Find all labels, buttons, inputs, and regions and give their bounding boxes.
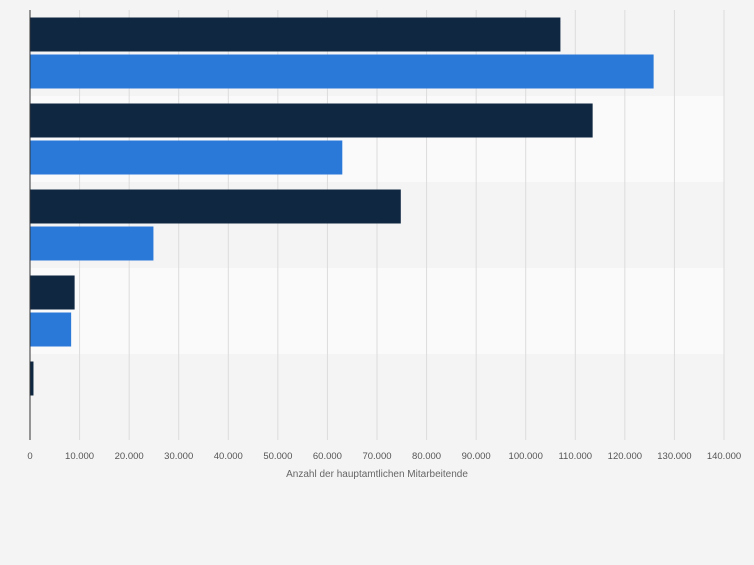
x-tick-label: 50.000 (263, 451, 292, 462)
x-tick-label: 140.000 (707, 451, 741, 462)
x-tick-label: 120.000 (608, 451, 642, 462)
bars (30, 17, 654, 396)
x-tick-label: 90.000 (462, 451, 491, 462)
bar-series-1 (30, 361, 34, 396)
x-tick-labels: 0 10.000 20.000 30.000 40.000 50.000 60.000 70.… (27, 451, 741, 462)
bar-series-2 (30, 140, 343, 175)
x-axis-label: Anzahl der hauptamtlichen Mitarbeitende (286, 469, 468, 480)
bar-series-1 (30, 275, 75, 310)
x-tick-label: 20.000 (115, 451, 144, 462)
bar-series-2 (30, 312, 72, 347)
x-tick-label: 10.000 (65, 451, 94, 462)
x-tick-label: 100.000 (509, 451, 543, 462)
bar-series-1 (30, 103, 593, 138)
bar-series-1 (30, 17, 561, 52)
x-tick-label: 70.000 (362, 451, 391, 462)
x-tick-label: 130.000 (657, 451, 691, 462)
x-tick-label: 30.000 (164, 451, 193, 462)
x-tick-label: 60.000 (313, 451, 342, 462)
bar-series-1 (30, 189, 401, 224)
bar-series-2 (30, 54, 654, 89)
x-tick-label: 80.000 (412, 451, 441, 462)
x-tick-label: 0 (27, 451, 32, 462)
x-tick-label: 40.000 (214, 451, 243, 462)
x-tick-label: 110.000 (558, 451, 592, 462)
bar-series-2 (30, 226, 154, 261)
